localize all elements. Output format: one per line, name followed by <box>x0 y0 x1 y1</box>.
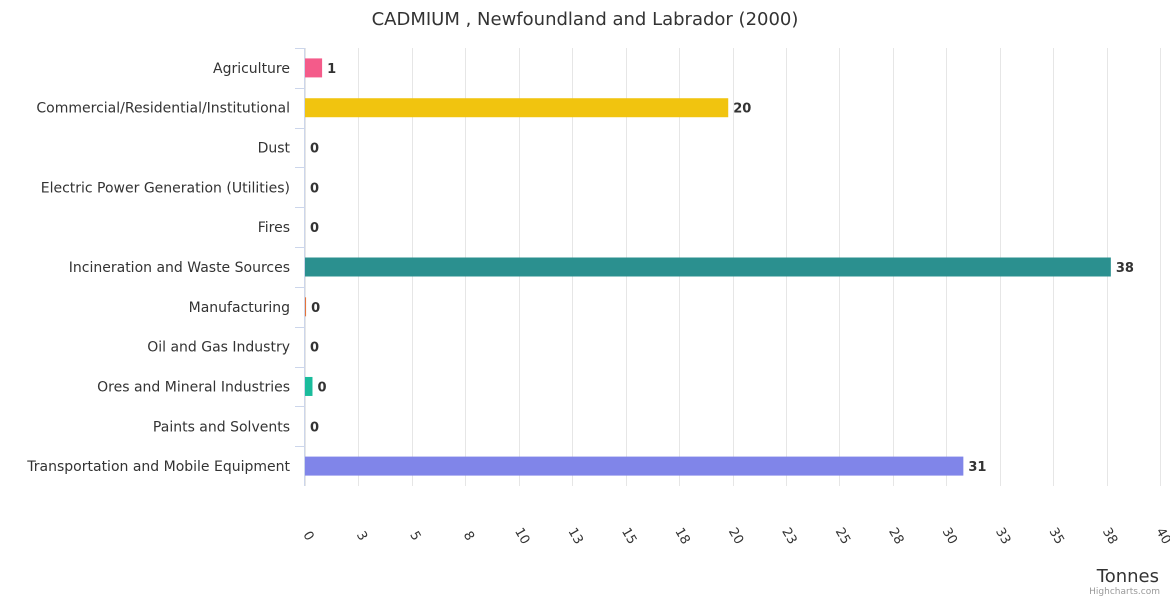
x-tick-label: 35 <box>1046 525 1067 547</box>
data-label-fires: 0 <box>310 221 319 236</box>
x-tick-label: 38 <box>1099 525 1120 547</box>
x-tick-label: 18 <box>671 525 692 547</box>
data-label-paints-and-solvents: 0 <box>310 420 319 435</box>
x-tick-label: 10 <box>511 525 532 547</box>
x-tick-label: 40 <box>1152 525 1170 547</box>
category-label-commercial-residential-institutional: Commercial/Residential/Institutional <box>36 101 290 117</box>
bar-manufacturing[interactable] <box>305 297 307 317</box>
category-labels: Agriculture Commercial/Residential/Instit… <box>26 61 290 475</box>
bar-ores-and-mineral-industries[interactable] <box>305 376 313 396</box>
data-label-incineration-and-waste-sources: 38 <box>1116 261 1134 276</box>
category-label-paints-and-solvents: Paints and Solvents <box>153 419 290 435</box>
data-label-ores-and-mineral-industries: 0 <box>317 380 326 395</box>
x-tick-label: 5 <box>406 529 423 544</box>
x-tick-label: 0 <box>299 529 316 544</box>
x-tick-label: 28 <box>885 525 906 547</box>
bar-incineration-and-waste-sources[interactable] <box>305 257 1111 277</box>
data-label-oil-and-gas-industry: 0 <box>310 341 319 356</box>
category-label-agriculture: Agriculture <box>213 61 290 77</box>
chart-title: CADMIUM , Newfoundland and Labrador (200… <box>372 9 799 30</box>
credits[interactable]: Highcharts.com <box>1089 587 1160 597</box>
data-label-dust: 0 <box>310 142 319 157</box>
x-tick-label: 25 <box>832 525 853 547</box>
bar-transportation-and-mobile-equipment[interactable] <box>305 456 964 476</box>
x-tick-label: 33 <box>992 525 1013 547</box>
x-tick-label: 3 <box>353 529 370 544</box>
x-tick-label: 8 <box>460 529 477 544</box>
data-label-agriculture: 1 <box>327 62 336 77</box>
x-tick-label: 15 <box>618 525 639 547</box>
category-label-transportation-and-mobile-equipment: Transportation and Mobile Equipment <box>26 459 290 475</box>
bar-agriculture[interactable] <box>305 58 323 78</box>
x-tick-label: 20 <box>725 525 746 547</box>
data-label-electric-power-generation-utilities: 0 <box>310 181 319 196</box>
category-label-ores-and-mineral-industries: Ores and Mineral Industries <box>97 379 290 395</box>
bar-commercial-residential-institutional[interactable] <box>305 98 729 118</box>
x-axis-ticks: 0 3 5 8 10 13 15 18 20 23 25 28 30 33 35 38 40 <box>299 525 1170 547</box>
category-label-electric-power-generation-utilities: Electric Power Generation (Utilities) <box>41 180 290 196</box>
category-label-incineration-and-waste-sources: Incineration and Waste Sources <box>69 260 290 276</box>
data-label-commercial-residential-institutional: 20 <box>733 102 751 117</box>
bars: 1 20 0 0 0 38 0 0 0 0 31 <box>305 58 1134 476</box>
category-label-manufacturing: Manufacturing <box>189 300 290 316</box>
category-label-fires: Fires <box>258 220 290 236</box>
x-tick-label: 13 <box>565 525 586 547</box>
data-label-manufacturing: 0 <box>311 301 320 316</box>
x-tick-label: 23 <box>778 525 799 547</box>
value-axis-title: Tonnes <box>1096 566 1159 587</box>
data-label-transportation-and-mobile-equipment: 31 <box>968 460 986 475</box>
category-label-dust: Dust <box>258 141 291 157</box>
category-label-oil-and-gas-industry: Oil and Gas Industry <box>147 340 290 356</box>
x-tick-label: 30 <box>939 525 960 547</box>
